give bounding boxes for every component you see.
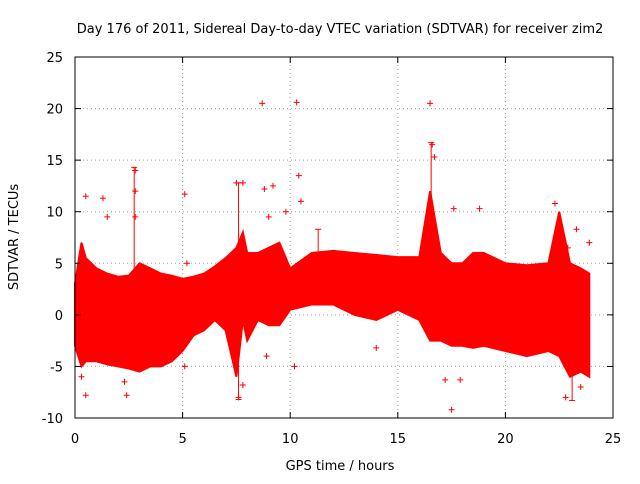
x-tick-label: 25 [605,432,622,447]
data-point [239,179,246,186]
data-point [259,100,266,107]
x-tick-label: 20 [497,432,514,447]
x-axis-label: GPS time / hours [286,459,395,474]
y-tick-label: 15 [46,154,63,169]
data-point [82,392,89,399]
y-tick-label: -5 [50,360,63,375]
data-point [132,167,139,174]
data-point [291,363,298,370]
data-point [132,213,139,220]
axis-ticks: 0 5 10 15 20 25 -10 -5 0 5 10 15 20 25 [42,51,622,447]
data-point [269,182,276,189]
data-point [442,376,449,383]
data-point [476,205,483,212]
data-point [564,244,571,251]
y-tick-label: 0 [55,309,63,324]
data-point [297,198,304,205]
data-point [265,213,272,220]
data-point [577,384,584,391]
data-point [293,99,300,106]
data-point [132,188,139,195]
y-tick-label: 25 [46,51,63,66]
x-tick-label: 0 [71,432,79,447]
data-point [181,363,188,370]
data-point [239,381,246,388]
data-point [78,373,85,380]
data-point [562,394,569,401]
x-tick-label: 5 [178,432,186,447]
data-point [431,154,438,161]
plot-frame [74,56,614,419]
y-tick-label: 5 [55,257,63,272]
data-point [573,226,580,233]
x-tick-label: 10 [282,432,299,447]
data-point [282,208,289,215]
data-point [295,172,302,179]
data-point [263,353,270,360]
data-point [123,392,130,399]
chart-title: Day 176 of 2011, Sidereal Day-to-day VTE… [77,22,604,37]
y-tick-label: 10 [46,206,63,221]
data-point [450,205,457,212]
data-point [551,200,558,207]
data-point [99,195,106,202]
data-points [74,99,593,413]
data-point [427,100,434,107]
y-axis-label: SDTVAR / TECUs [7,184,22,291]
data-point [586,239,593,246]
data-band [74,190,591,379]
y-tick-label: -10 [42,412,63,427]
data-point [373,344,380,351]
data-point [82,193,89,200]
data-point [183,260,190,267]
data-point [429,141,436,148]
data-point [233,179,240,186]
data-point [261,186,268,193]
data-point [121,378,128,385]
data-point [457,376,464,383]
y-tick-label: 20 [46,103,63,118]
data-point [235,394,242,401]
x-tick-label: 15 [390,432,407,447]
data-point [181,191,188,198]
data-point [104,213,111,220]
data-point [448,406,455,413]
